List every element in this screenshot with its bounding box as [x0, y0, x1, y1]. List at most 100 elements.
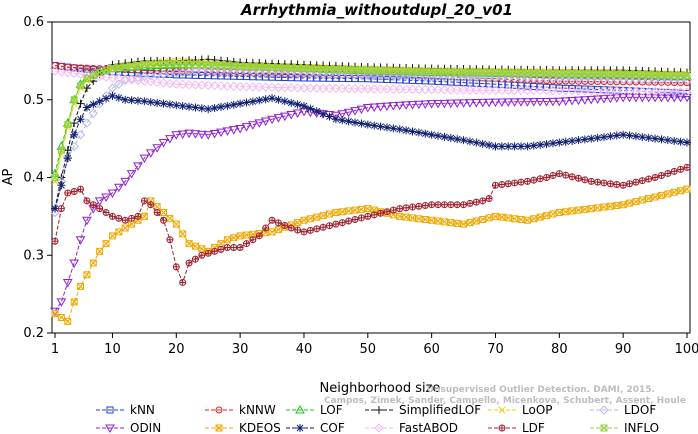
legend-label: LDF — [522, 421, 545, 434]
data-point — [171, 131, 182, 140]
data-point — [51, 237, 59, 245]
data-point — [459, 136, 468, 145]
data-point — [497, 73, 507, 83]
data-point — [70, 188, 78, 195]
data-point — [549, 210, 557, 218]
data-point — [362, 104, 373, 113]
y-axis-label: AP — [1, 168, 16, 185]
data-point — [485, 195, 493, 202]
data-point — [656, 93, 667, 103]
data-point — [618, 74, 628, 85]
data-point — [184, 79, 194, 90]
data-point — [593, 133, 602, 142]
data-point — [626, 199, 634, 207]
data-point — [370, 121, 379, 130]
data-point — [568, 207, 576, 215]
data-point — [562, 171, 570, 179]
data-point — [300, 228, 308, 236]
data-point — [535, 73, 545, 84]
data-point — [89, 201, 97, 209]
data-point — [675, 93, 686, 103]
legend-item: COF — [286, 421, 345, 434]
data-point — [115, 214, 123, 222]
data-point — [357, 119, 366, 128]
data-point — [134, 62, 142, 70]
legend-label: COF — [320, 421, 345, 434]
data-point — [140, 197, 148, 205]
data-point — [657, 172, 665, 179]
data-point — [677, 187, 685, 195]
data-point — [452, 99, 463, 109]
data-point — [70, 96, 78, 104]
watermark-line1: Unsupervised Outlier Detection. DAMI, 20… — [427, 385, 655, 395]
data-point — [209, 80, 220, 91]
data-point — [313, 213, 321, 221]
data-point — [657, 135, 666, 144]
data-point — [115, 62, 123, 70]
data-point — [484, 98, 494, 108]
data-point — [530, 176, 538, 184]
data-point — [612, 74, 622, 85]
data-point — [134, 212, 142, 220]
data-point — [287, 224, 295, 232]
data-point — [312, 83, 322, 93]
data-point — [586, 74, 596, 84]
data-point — [211, 247, 219, 255]
data-point — [555, 170, 563, 178]
data-point — [262, 224, 270, 232]
data-point — [235, 67, 245, 77]
data-point — [586, 95, 597, 105]
data-point — [332, 208, 340, 216]
legend-item: LDF — [488, 421, 545, 434]
data-point — [402, 126, 411, 135]
plot-area: 0.2 0.3 0.4 0.5 0.6 1 10 20 30 40 50 60 70 80 90 100 — [23, 15, 698, 357]
data-point — [670, 168, 678, 175]
data-point — [255, 96, 264, 105]
data-point — [573, 85, 584, 96]
data-point — [198, 58, 206, 66]
x-tick-label: 20 — [168, 342, 185, 357]
data-point — [145, 149, 156, 158]
data-point — [64, 121, 72, 129]
data-point — [344, 117, 353, 126]
data-point — [477, 98, 488, 108]
data-point — [396, 205, 404, 213]
data-point — [644, 133, 653, 142]
data-point — [216, 102, 225, 111]
data-point — [497, 142, 506, 151]
data-point — [296, 424, 304, 432]
data-point — [382, 123, 391, 132]
data-point — [619, 201, 627, 209]
data-point — [523, 177, 531, 185]
data-point — [363, 120, 372, 129]
data-point — [209, 66, 220, 76]
x-tick-label: 40 — [296, 342, 313, 357]
data-point — [254, 67, 264, 77]
data-point — [663, 75, 673, 85]
data-point — [326, 222, 334, 230]
data-point — [664, 190, 672, 198]
series-ldf — [51, 163, 691, 286]
y-tick-label: 0.4 — [23, 171, 44, 186]
data-point — [338, 116, 347, 125]
data-point — [50, 66, 60, 76]
data-point — [465, 85, 475, 95]
data-point — [408, 127, 417, 136]
data-point — [498, 181, 506, 188]
data-point — [95, 97, 104, 106]
data-point — [63, 154, 72, 163]
data-point — [102, 94, 111, 103]
data-point — [324, 83, 335, 94]
data-point — [139, 154, 150, 164]
data-point — [248, 82, 258, 92]
data-point — [440, 132, 449, 141]
data-point — [643, 93, 654, 103]
data-point — [153, 209, 161, 216]
data-point — [70, 130, 79, 139]
data-point — [171, 79, 182, 89]
data-point — [109, 63, 116, 71]
data-point — [529, 73, 539, 84]
data-point — [561, 137, 570, 146]
data-point — [267, 67, 277, 78]
data-point — [165, 135, 175, 144]
